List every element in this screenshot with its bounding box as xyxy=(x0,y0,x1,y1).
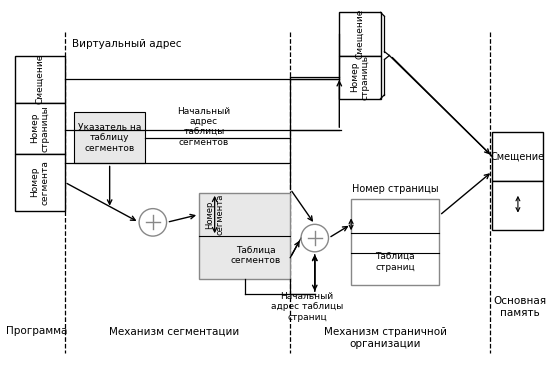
Text: Номер
сегмента: Номер сегмента xyxy=(205,194,225,235)
Text: Начальный
адрес таблицы
страниц: Начальный адрес таблицы страниц xyxy=(271,292,343,322)
Text: Механизм сегментации: Механизм сегментации xyxy=(109,326,239,336)
Text: Номер
сегмента: Номер сегмента xyxy=(30,160,50,204)
Text: Указатель на
таблицу
сегментов: Указатель на таблицу сегментов xyxy=(78,123,142,153)
Text: Таблица
сегментов: Таблица сегментов xyxy=(231,245,281,265)
Text: Виртуальный адрес: Виртуальный адрес xyxy=(72,39,182,49)
Text: Смещение: Смещение xyxy=(35,54,44,104)
FancyBboxPatch shape xyxy=(199,193,290,279)
Text: Номер
страницы: Номер страницы xyxy=(350,54,369,101)
Text: Таблица
страниц: Таблица страниц xyxy=(375,252,415,272)
FancyBboxPatch shape xyxy=(351,199,440,285)
Text: Начальный
адрес
таблицы
сегментов: Начальный адрес таблицы сегментов xyxy=(178,107,231,147)
FancyBboxPatch shape xyxy=(15,154,65,211)
FancyBboxPatch shape xyxy=(15,56,65,103)
FancyBboxPatch shape xyxy=(340,12,380,56)
Text: Номер страницы: Номер страницы xyxy=(352,184,439,194)
FancyBboxPatch shape xyxy=(15,103,65,154)
FancyBboxPatch shape xyxy=(74,112,145,164)
Text: Номер
страницы: Номер страницы xyxy=(30,105,50,151)
FancyBboxPatch shape xyxy=(340,56,380,99)
FancyBboxPatch shape xyxy=(492,181,544,230)
Text: Программа: Программа xyxy=(6,326,67,336)
Text: Механизм страничной
организации: Механизм страничной организации xyxy=(324,327,447,349)
Text: Основная
память: Основная память xyxy=(493,296,546,318)
Text: Смещение: Смещение xyxy=(491,152,545,162)
FancyBboxPatch shape xyxy=(492,132,544,181)
Text: Смещение: Смещение xyxy=(356,9,364,59)
